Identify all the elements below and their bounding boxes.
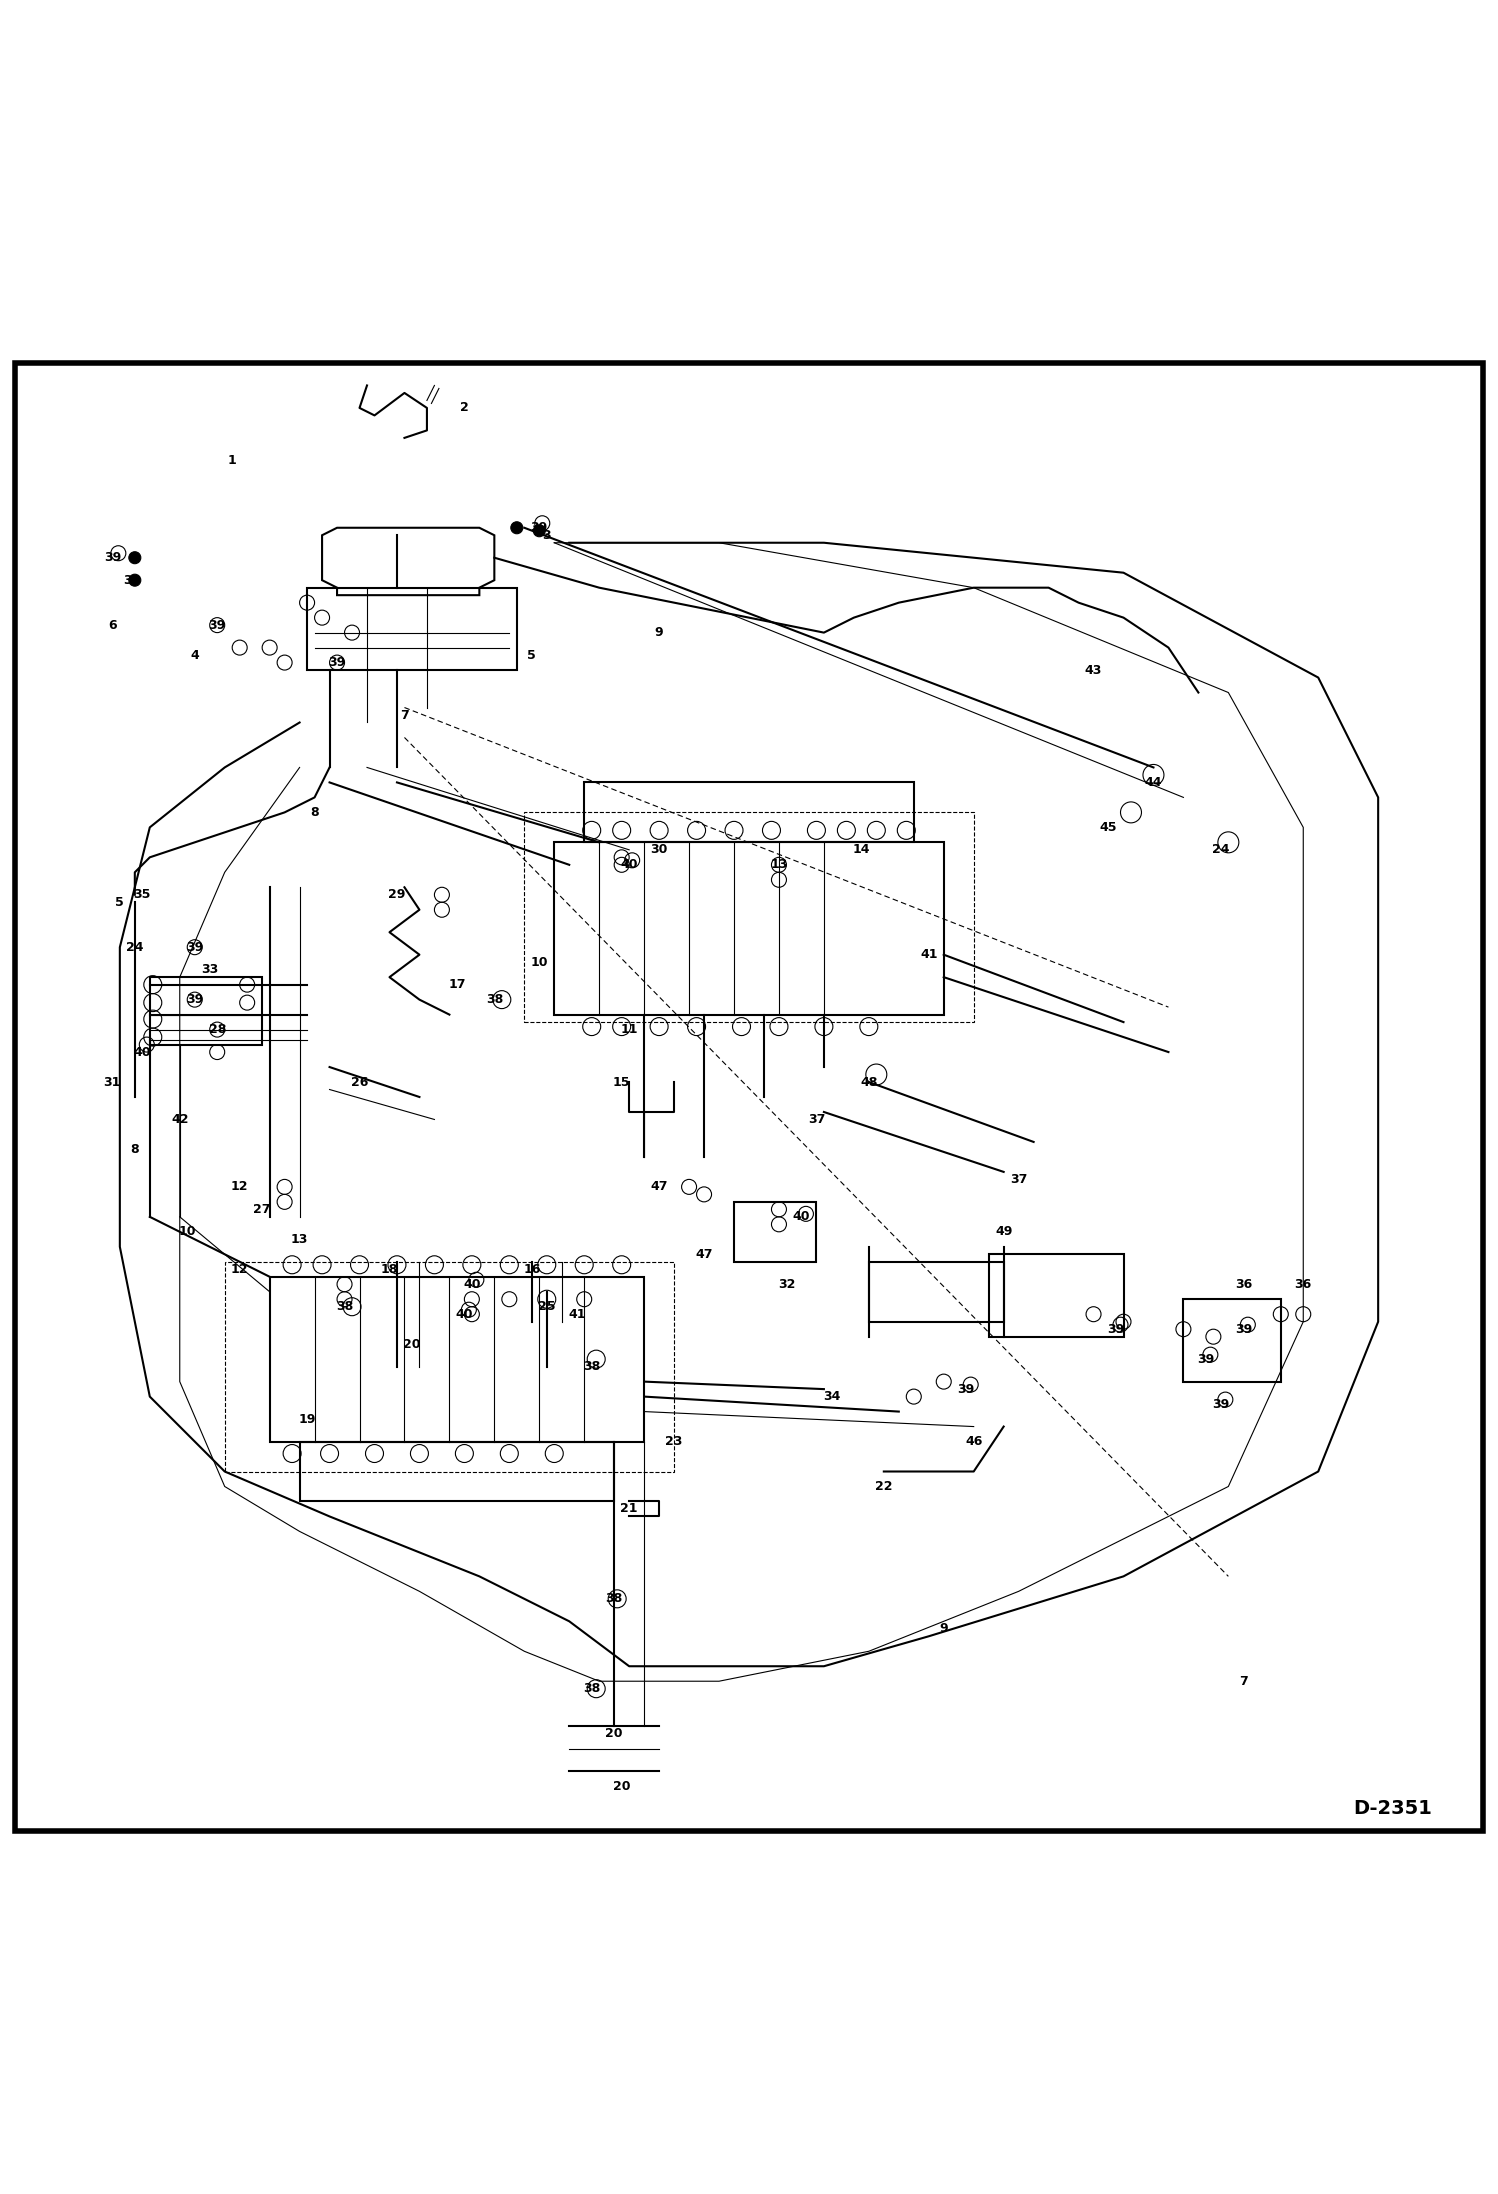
Text: 47: 47: [650, 1180, 668, 1194]
Bar: [584, 783, 914, 842]
Text: 9: 9: [655, 625, 664, 638]
Text: 39: 39: [1234, 1323, 1252, 1336]
Text: 40: 40: [455, 1308, 473, 1321]
Bar: [1183, 1299, 1281, 1382]
Text: 9: 9: [939, 1621, 948, 1635]
Text: 49: 49: [995, 1224, 1013, 1237]
Text: 5: 5: [527, 649, 536, 663]
Text: 37: 37: [1010, 1174, 1028, 1187]
Text: 31: 31: [103, 1075, 121, 1088]
Text: 2: 2: [460, 402, 469, 415]
Text: 40: 40: [620, 858, 638, 871]
Text: 39: 39: [1197, 1354, 1215, 1365]
Bar: [734, 1202, 816, 1262]
Text: 20: 20: [613, 1779, 631, 1792]
Text: 38: 38: [485, 994, 503, 1007]
Text: 39: 39: [186, 994, 204, 1007]
Text: 38: 38: [605, 1593, 623, 1606]
Text: 42: 42: [171, 1112, 189, 1126]
Text: 43: 43: [1085, 663, 1103, 676]
Text: 27: 27: [253, 1202, 271, 1215]
Text: 10: 10: [178, 1224, 196, 1237]
Text: 21: 21: [620, 1503, 638, 1516]
Text: 37: 37: [807, 1112, 825, 1126]
Text: 12: 12: [231, 1264, 249, 1275]
Text: 39: 39: [1107, 1323, 1125, 1336]
Text: 47: 47: [695, 1248, 713, 1262]
Text: 29: 29: [388, 889, 406, 902]
Circle shape: [129, 575, 141, 586]
Text: 32: 32: [777, 1277, 795, 1290]
Text: 4: 4: [190, 649, 199, 663]
Text: 24: 24: [1212, 842, 1230, 856]
Text: 5: 5: [115, 895, 124, 908]
Text: 46: 46: [965, 1435, 983, 1448]
Text: 22: 22: [875, 1481, 893, 1492]
Text: 39: 39: [208, 619, 226, 632]
Text: 40: 40: [792, 1211, 810, 1224]
Text: 40: 40: [463, 1277, 481, 1290]
Text: 34: 34: [822, 1391, 840, 1404]
Bar: [150, 976, 262, 1044]
Text: 3: 3: [542, 529, 551, 542]
Text: 6: 6: [108, 619, 117, 632]
Text: 41: 41: [920, 948, 938, 961]
Text: 44: 44: [1144, 777, 1162, 790]
Text: 35: 35: [133, 889, 151, 902]
Bar: [270, 1277, 644, 1441]
Text: 17: 17: [448, 979, 466, 992]
Text: 7: 7: [400, 709, 409, 722]
Text: 41: 41: [568, 1308, 586, 1321]
Bar: [989, 1255, 1124, 1336]
Bar: [307, 588, 517, 669]
Text: 15: 15: [613, 1075, 631, 1088]
Bar: [554, 842, 944, 1014]
Text: 26: 26: [351, 1075, 369, 1088]
Text: 39: 39: [328, 656, 346, 669]
Text: 39: 39: [1212, 1398, 1230, 1411]
Bar: [300, 1441, 614, 1501]
Text: 19: 19: [298, 1413, 316, 1426]
Text: 16: 16: [523, 1264, 541, 1275]
Text: 23: 23: [665, 1435, 683, 1448]
Text: 11: 11: [620, 1022, 638, 1036]
Text: 7: 7: [1239, 1674, 1248, 1687]
Circle shape: [129, 551, 141, 564]
Text: 40: 40: [133, 1047, 151, 1058]
Text: 28: 28: [208, 1022, 226, 1036]
Text: 24: 24: [126, 941, 144, 954]
Circle shape: [511, 522, 523, 533]
Text: 39: 39: [103, 551, 121, 564]
Text: 8: 8: [310, 805, 319, 818]
Text: 39: 39: [186, 941, 204, 954]
Circle shape: [533, 524, 545, 538]
Text: 13: 13: [291, 1233, 309, 1246]
Bar: [524, 812, 974, 1022]
Text: 30: 30: [650, 842, 668, 856]
Text: 38: 38: [583, 1683, 601, 1696]
Text: 10: 10: [530, 957, 548, 970]
Text: 48: 48: [860, 1075, 878, 1088]
Text: 38: 38: [336, 1301, 354, 1314]
Text: 45: 45: [1100, 821, 1118, 834]
Text: 36: 36: [1294, 1277, 1312, 1290]
Text: D-2351: D-2351: [1354, 1799, 1432, 1819]
Text: 8: 8: [130, 1143, 139, 1156]
Text: 13: 13: [770, 858, 788, 871]
Text: 3: 3: [123, 573, 132, 586]
Bar: [869, 1262, 1004, 1321]
Text: 36: 36: [1234, 1277, 1252, 1290]
Text: 38: 38: [583, 1360, 601, 1373]
Text: 39: 39: [530, 522, 548, 535]
Text: 12: 12: [231, 1180, 249, 1194]
Text: 1: 1: [228, 454, 237, 467]
Text: 33: 33: [201, 963, 219, 976]
Text: 20: 20: [605, 1727, 623, 1740]
Text: 20: 20: [403, 1338, 421, 1352]
Text: 25: 25: [538, 1301, 556, 1314]
Text: 39: 39: [957, 1382, 975, 1395]
Text: 18: 18: [380, 1264, 398, 1275]
Bar: [225, 1262, 674, 1472]
Text: 14: 14: [852, 842, 870, 856]
